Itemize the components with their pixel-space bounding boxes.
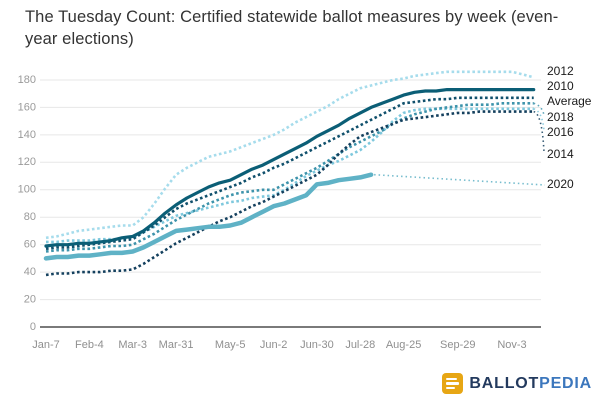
y-gridlines xyxy=(40,79,541,301)
series-label-Average: Average xyxy=(547,94,592,108)
svg-text:140: 140 xyxy=(18,129,36,141)
label-connector-2018 xyxy=(533,102,545,116)
series-label-2018: 2018 xyxy=(547,110,574,124)
svg-text:Feb-4: Feb-4 xyxy=(75,339,104,351)
series-label-2014: 2014 xyxy=(547,147,574,161)
ballotpedia-logo: BALLOTPEDIA xyxy=(442,373,592,394)
y-axis-labels: 0 20 40 60 80 100 120 140 160 180 xyxy=(18,74,36,333)
logo-text-pedia: PEDIA xyxy=(539,374,592,392)
svg-text:May-5: May-5 xyxy=(215,339,246,351)
svg-text:Mar-3: Mar-3 xyxy=(118,339,147,351)
ballotpedia-wordmark: BALLOTPEDIA xyxy=(469,375,592,393)
logo-bars-glyph xyxy=(446,377,460,390)
chart-title: The Tuesday Count: Certified statewide b… xyxy=(25,8,559,48)
series-line-2010 xyxy=(44,87,536,248)
svg-text:Nov-3: Nov-3 xyxy=(497,339,526,351)
series-line-2016 xyxy=(46,107,534,244)
svg-text:Mar-31: Mar-31 xyxy=(159,339,194,351)
label-connector-2014 xyxy=(533,110,545,153)
series-line-2014 xyxy=(45,110,534,277)
svg-text:Jun-30: Jun-30 xyxy=(300,339,334,351)
label-connector-2020 xyxy=(374,173,546,186)
svg-text:Aug-25: Aug-25 xyxy=(386,339,421,351)
series-label-2012: 2012 xyxy=(547,64,574,78)
svg-text:40: 40 xyxy=(24,266,36,278)
series-line-2018 xyxy=(45,102,534,253)
svg-text:Sep-29: Sep-29 xyxy=(440,339,475,351)
svg-text:0: 0 xyxy=(30,321,36,333)
logo-text-ballot: BALLOT xyxy=(469,374,540,392)
svg-text:60: 60 xyxy=(24,239,36,251)
x-axis-labels: Jan-7 Feb-4 Mar-3 Mar-31 May-5 Jun-2 Jun-30 Jul… xyxy=(32,339,526,351)
svg-text:120: 120 xyxy=(18,156,36,168)
svg-text:180: 180 xyxy=(18,74,36,86)
series-line-2020 xyxy=(43,172,374,261)
series-label-2010: 2010 xyxy=(547,79,574,93)
svg-text:100: 100 xyxy=(18,184,36,196)
ballotpedia-logo-icon xyxy=(442,373,464,394)
svg-text:80: 80 xyxy=(24,211,36,223)
series-label-2016: 2016 xyxy=(547,125,574,139)
svg-text:Jul-28: Jul-28 xyxy=(345,339,375,351)
svg-text:Jan-7: Jan-7 xyxy=(32,339,60,351)
svg-text:20: 20 xyxy=(24,294,36,306)
svg-text:Jun-2: Jun-2 xyxy=(260,339,288,351)
series-label-2020: 2020 xyxy=(547,177,574,191)
svg-text:160: 160 xyxy=(18,101,36,113)
series-line-2012 xyxy=(45,70,535,240)
